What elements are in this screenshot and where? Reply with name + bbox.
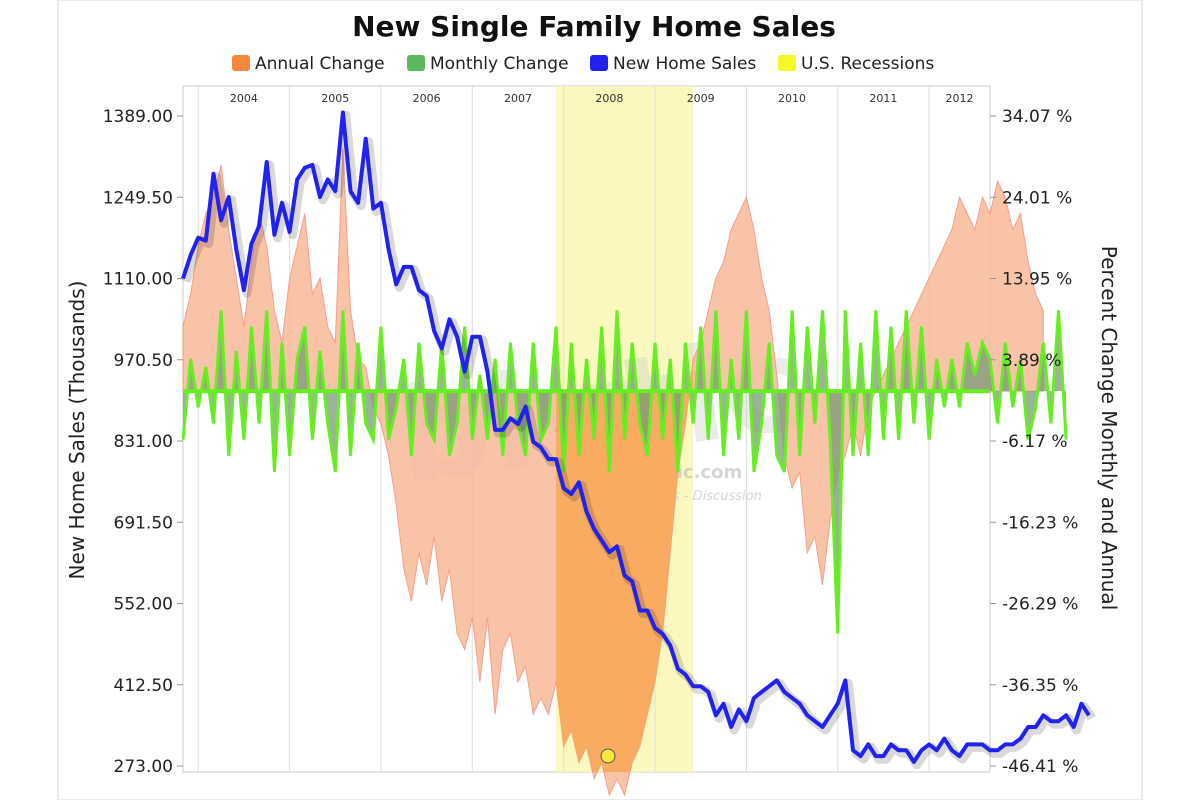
annual-change-series — [182, 148, 1044, 797]
axes: 1389.00 1249.50 1110.00 970.50 831.00 691.50 5… — [103, 107, 1079, 777]
x-tick-label: 2006 — [413, 92, 441, 105]
monthly-change-series — [181, 310, 1068, 634]
legend-swatch-sales — [590, 55, 608, 71]
x-tick-label: 2012 — [946, 92, 974, 105]
y-left-tick-label: 831.00 — [114, 432, 173, 452]
legend-label-sales: New Home Sales — [613, 54, 756, 74]
legend-label-monthly: Monthly Change — [430, 54, 569, 74]
monthly-change-line — [181, 310, 1068, 634]
legend-swatch-recession — [778, 55, 796, 71]
y-right-tick-label: 3.89 % — [1002, 351, 1061, 371]
x-tick-label: 2004 — [230, 92, 258, 105]
y-left-tick-label: 691.50 — [114, 513, 173, 533]
y-axis-left-title: New Home Sales (Thousands) — [65, 281, 89, 580]
legend-label-annual: Annual Change — [255, 54, 385, 74]
y-right-tick-label: -26.29 % — [1002, 595, 1078, 615]
new-home-sales-series — [181, 110, 1096, 770]
y-left-tick-label: 273.00 — [114, 757, 173, 777]
new-home-sales-shadow — [181, 111, 1096, 770]
y-right-tick-label: 34.07 % — [1002, 107, 1072, 127]
y-right-tick-label: -46.41 % — [1002, 757, 1078, 777]
y-left-tick-label: 1249.50 — [103, 188, 173, 208]
y-right-tick-label: -36.35 % — [1002, 676, 1078, 696]
y-left-tick-label: 1389.00 — [103, 107, 173, 127]
legend-label-recession: U.S. Recessions — [801, 54, 934, 74]
grid: 2004 2005 2006 2007 2008 2009 2010 2011 2012 — [183, 86, 990, 772]
x-tick-label: 2011 — [869, 92, 897, 105]
event-marker[interactable] — [600, 748, 616, 764]
x-tick-label: 2010 — [778, 92, 806, 105]
new-home-sales-line — [181, 110, 1091, 764]
y-right-tick-label: -6.17 % — [1002, 432, 1068, 452]
x-tick-label: 2005 — [321, 92, 349, 105]
x-tick-label: 2009 — [687, 92, 715, 105]
y-left-tick-label: 412.50 — [114, 676, 173, 696]
legend-swatch-monthly — [407, 55, 425, 71]
legend: Annual Change Monthly Change New Home Sa… — [232, 54, 934, 74]
x-tick-label: 2007 — [504, 92, 532, 105]
annual-change-area-recession — [556, 359, 694, 772]
legend-swatch-annual — [232, 55, 250, 71]
y-left-tick-label: 552.00 — [114, 595, 173, 615]
chart-title: New Single Family Home Sales — [352, 10, 836, 43]
y-right-tick-label: 13.95 % — [1002, 270, 1072, 290]
y-axis-right-title: Percent Change Monthly and Annual — [1097, 246, 1121, 610]
y-left-tick-label: 1110.00 — [103, 270, 173, 290]
x-tick-label: 2008 — [595, 92, 623, 105]
y-left-tick-label: 970.50 — [114, 351, 173, 371]
y-right-tick-label: -16.23 % — [1002, 513, 1078, 533]
y-right-tick-label: 24.01 % — [1002, 188, 1072, 208]
